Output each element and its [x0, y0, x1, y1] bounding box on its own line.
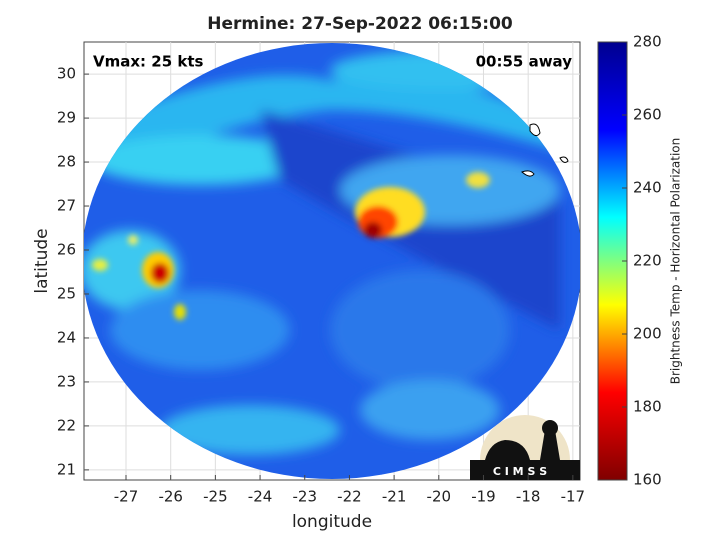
chart-title: Hermine: 27-Sep-2022 06:15:00	[207, 14, 513, 34]
colorbar-tick-label: 180	[633, 398, 662, 416]
y-tick-label: 30	[57, 65, 76, 83]
y-tick-label: 26	[57, 241, 76, 259]
x-tick-label: -24	[248, 488, 273, 506]
x-tick-label: -17	[561, 488, 586, 506]
y-tick-label: 23	[57, 372, 76, 390]
annotation: Vmax: 25 kts	[93, 53, 203, 71]
x-tick-label: -21	[382, 488, 407, 506]
y-tick-label: 28	[57, 153, 76, 171]
brightness-image: C I M S S	[84, 43, 580, 480]
logo-text: C I M S S	[493, 465, 547, 478]
y-tick-label: 29	[57, 109, 76, 127]
x-tick-label: -27	[114, 488, 139, 506]
x-tick-label: -26	[158, 488, 183, 506]
y-tick-label: 21	[57, 460, 76, 478]
colorbar-tick-label: 220	[633, 252, 662, 270]
y-tick-label: 24	[57, 328, 76, 346]
colorbar-tick-label: 160	[633, 471, 662, 489]
y-tick-label: 22	[57, 416, 76, 434]
x-tick-label: -20	[427, 488, 452, 506]
x-tick-label: -18	[516, 488, 541, 506]
x-tick-label: -23	[292, 488, 317, 506]
x-tick-label: -19	[471, 488, 496, 506]
colorbar-tick-label: 280	[633, 33, 662, 51]
colorbar-tick-label: 200	[633, 325, 662, 343]
colorbar-tick-label: 260	[633, 106, 662, 124]
x-axis-label: longitude	[292, 512, 372, 532]
x-tick-label: -25	[203, 488, 228, 506]
colorbar-label: Brightness Temp - Horizontal Polarizatio…	[669, 138, 683, 385]
annotation: 00:55 away	[476, 53, 573, 71]
colorbar-tick-label: 240	[633, 179, 662, 197]
y-tick-label: 25	[57, 284, 76, 302]
x-tick-label: -22	[337, 488, 362, 506]
y-tick-label: 27	[57, 197, 76, 215]
y-axis-label: latitude	[32, 228, 52, 293]
